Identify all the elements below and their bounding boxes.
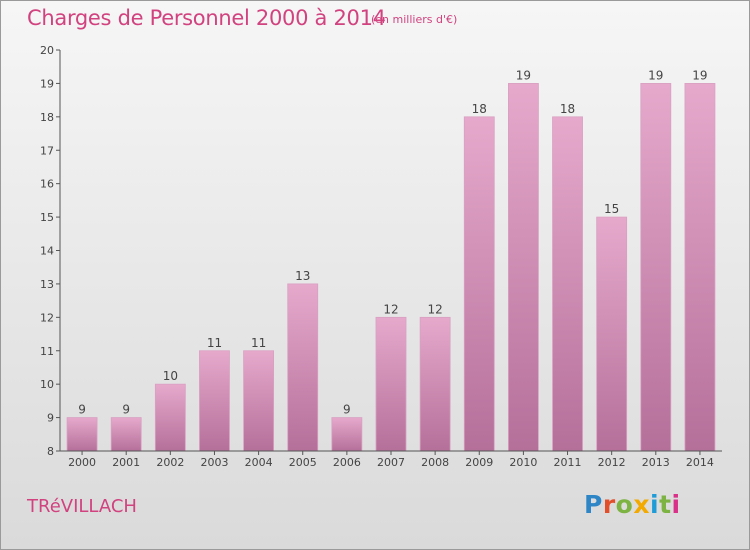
bar xyxy=(640,83,672,452)
y-tick-label: 13 xyxy=(40,278,54,291)
logo-letter: o xyxy=(615,490,634,519)
bar xyxy=(552,116,583,452)
data-label: 9 xyxy=(78,403,86,417)
logo-letter: t xyxy=(659,490,672,519)
x-tick-label: 2002 xyxy=(156,456,184,469)
y-tick-label: 15 xyxy=(40,211,54,224)
x-tick-label: 2004 xyxy=(245,456,273,469)
bar xyxy=(154,383,186,452)
proxiti-logo: Proxiti xyxy=(584,490,681,519)
x-tick-label: 2005 xyxy=(289,456,317,469)
commune-name: TRéVILLACH xyxy=(27,496,137,517)
data-label: 19 xyxy=(692,68,707,82)
bar xyxy=(243,350,275,452)
bar xyxy=(375,316,407,452)
data-label: 18 xyxy=(560,102,575,116)
data-label: 9 xyxy=(343,403,351,417)
bar xyxy=(287,283,319,452)
bar xyxy=(419,316,451,452)
x-tick-label: 2009 xyxy=(465,456,493,469)
logo-letter: r xyxy=(602,490,616,519)
x-tick-label: 2000 xyxy=(68,456,96,469)
bar xyxy=(684,83,716,452)
logo-letter: P xyxy=(584,490,603,519)
x-tick-label: 2001 xyxy=(112,456,140,469)
y-tick-label: 8 xyxy=(47,445,54,458)
x-tick-label: 2003 xyxy=(200,456,228,469)
y-tick-label: 14 xyxy=(40,245,54,258)
logo-letter: i xyxy=(671,490,681,519)
data-label: 15 xyxy=(604,202,619,216)
x-tick-label: 2007 xyxy=(377,456,405,469)
x-tick-label: 2008 xyxy=(421,456,449,469)
chart-title: Charges de Personnel 2000 à 2014 xyxy=(27,6,386,30)
y-tick-label: 11 xyxy=(40,345,54,358)
x-tick-label: 2012 xyxy=(598,456,626,469)
x-tick-label: 2006 xyxy=(333,456,361,469)
x-tick-label: 2013 xyxy=(642,456,670,469)
data-label: 11 xyxy=(207,336,222,350)
data-label: 19 xyxy=(648,68,663,82)
logo-letter: x xyxy=(633,490,650,519)
x-tick-label: 2010 xyxy=(509,456,537,469)
data-label: 13 xyxy=(295,269,310,283)
data-label: 18 xyxy=(472,102,487,116)
bar xyxy=(463,116,495,452)
bar xyxy=(199,350,230,452)
data-label: 12 xyxy=(427,302,442,316)
bar xyxy=(331,417,363,452)
data-label: 11 xyxy=(251,336,266,350)
y-tick-label: 19 xyxy=(40,77,54,90)
chart-subtitle: (en milliers d'€) xyxy=(371,13,458,26)
data-label: 10 xyxy=(163,369,178,383)
logo-letter: i xyxy=(650,490,660,519)
data-label: 9 xyxy=(122,403,130,417)
data-label: 19 xyxy=(516,68,531,82)
x-tick-label: 2011 xyxy=(554,456,582,469)
y-tick-label: 16 xyxy=(40,178,54,191)
x-tick-label: 2014 xyxy=(686,456,714,469)
y-tick-label: 10 xyxy=(40,378,54,391)
y-tick-label: 17 xyxy=(40,144,54,157)
y-tick-label: 20 xyxy=(40,44,54,57)
y-tick-label: 9 xyxy=(47,412,54,425)
bar xyxy=(110,417,142,452)
y-tick-label: 18 xyxy=(40,111,54,124)
bar xyxy=(66,417,98,452)
bar xyxy=(596,216,628,452)
bar xyxy=(507,83,539,452)
data-label: 12 xyxy=(383,302,398,316)
y-tick-label: 12 xyxy=(40,311,54,324)
